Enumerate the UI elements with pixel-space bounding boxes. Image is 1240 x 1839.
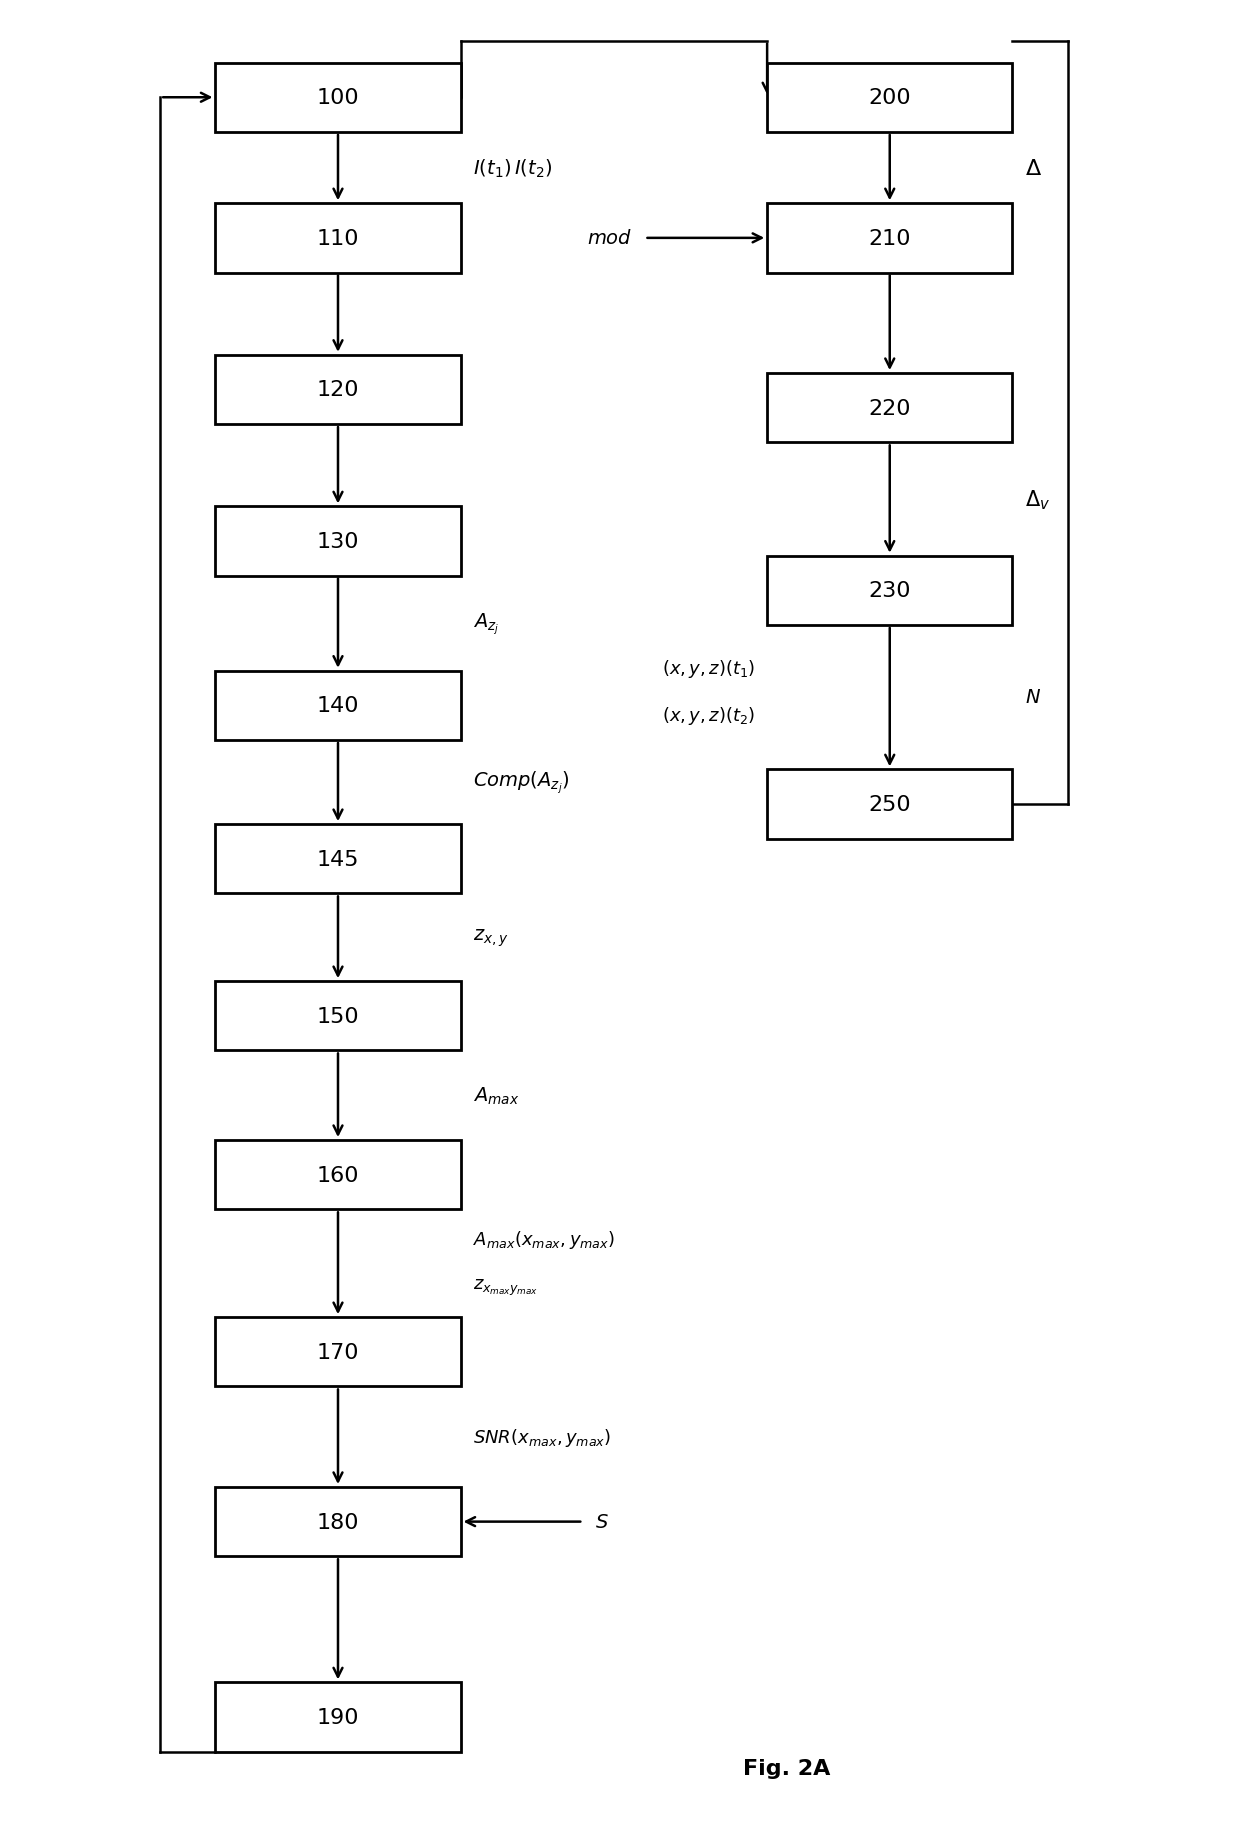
Text: $mod$: $mod$: [587, 230, 632, 248]
Text: $(x,y,z)(t_1)$: $(x,y,z)(t_1)$: [662, 658, 755, 680]
Text: 120: 120: [316, 381, 360, 401]
Bar: [768, 64, 1012, 132]
Text: 200: 200: [868, 88, 911, 109]
Text: 230: 230: [868, 581, 911, 601]
Bar: [216, 355, 460, 425]
Text: $z_{x,y}$: $z_{x,y}$: [472, 927, 508, 949]
Bar: [216, 1317, 460, 1387]
Text: $SNR(x_{max},y_{max})$: $SNR(x_{max},y_{max})$: [472, 1425, 611, 1447]
Bar: [768, 204, 1012, 274]
Text: $N$: $N$: [1024, 690, 1040, 706]
Bar: [216, 982, 460, 1050]
Text: 220: 220: [868, 399, 911, 419]
Text: $z_{x_{max}y_{max}}$: $z_{x_{max}y_{max}}$: [472, 1276, 538, 1296]
Bar: [768, 373, 1012, 443]
Bar: [216, 64, 460, 132]
Text: 130: 130: [316, 531, 360, 552]
Bar: [216, 1488, 460, 1556]
Text: 145: 145: [316, 850, 360, 870]
Text: 180: 180: [316, 1512, 360, 1532]
Text: $A_{max}$: $A_{max}$: [472, 1085, 520, 1107]
Text: $A_{z_j}$: $A_{z_j}$: [472, 611, 498, 636]
Bar: [216, 1140, 460, 1210]
Text: 190: 190: [316, 1707, 360, 1727]
Text: 160: 160: [316, 1166, 360, 1184]
Text: $(x,y,z)(t_2)$: $(x,y,z)(t_2)$: [662, 704, 755, 726]
Bar: [216, 671, 460, 741]
Text: $Comp(A_{z_j})$: $Comp(A_{z_j})$: [472, 769, 569, 796]
Bar: [216, 824, 460, 894]
Bar: [768, 771, 1012, 839]
Bar: [216, 1683, 460, 1753]
Text: 150: 150: [316, 1006, 360, 1026]
Text: $A_{max}(x_{max},y_{max})$: $A_{max}(x_{max},y_{max})$: [472, 1228, 615, 1251]
Text: 140: 140: [316, 695, 360, 715]
Bar: [216, 204, 460, 274]
Text: $S$: $S$: [595, 1513, 609, 1530]
Text: 250: 250: [868, 794, 911, 815]
Text: 110: 110: [316, 228, 360, 248]
Bar: [216, 508, 460, 576]
Bar: [768, 557, 1012, 625]
Text: 210: 210: [868, 228, 911, 248]
Text: $\Delta$: $\Delta$: [1024, 158, 1042, 180]
Text: $I(t_1)\,I(t_2)$: $I(t_1)\,I(t_2)$: [472, 158, 552, 180]
Text: 170: 170: [316, 1342, 360, 1363]
Text: 100: 100: [316, 88, 360, 109]
Text: Fig. 2A: Fig. 2A: [743, 1758, 830, 1778]
Text: $\Delta_v$: $\Delta_v$: [1024, 487, 1050, 511]
